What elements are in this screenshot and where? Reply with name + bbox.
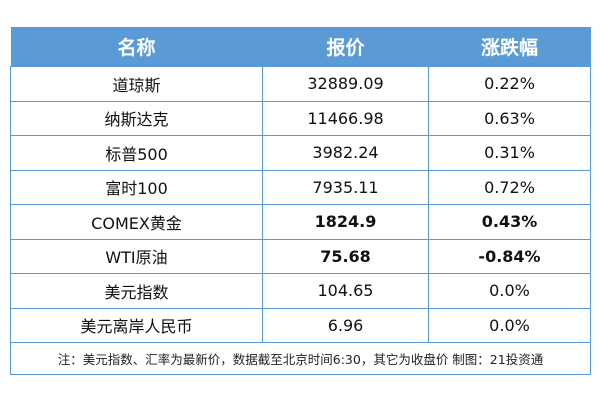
row-change: 0.22% <box>428 66 591 102</box>
row-change: 0.43% <box>428 204 591 240</box>
row-price: 32889.09 <box>262 66 429 102</box>
table-row: 美元指数 104.65 0.0% <box>10 273 591 309</box>
table-row: 道琼斯 32889.09 0.22% <box>10 66 591 102</box>
row-name: 标普500 <box>10 135 263 171</box>
table-row: 纳斯达克 11466.98 0.63% <box>10 100 591 136</box>
market-quotes-table: 名称 报价 涨跌幅 道琼斯 32889.09 0.22% 纳斯达克 11466.98 0… <box>10 27 591 375</box>
table-row: 富时100 7935.11 0.72% <box>10 169 591 205</box>
row-name: 美元离岸人民币 <box>10 307 263 343</box>
row-name: 纳斯达克 <box>10 100 263 136</box>
table-row: 美元离岸人民币 6.96 0.0% <box>10 307 591 343</box>
row-change: -0.84% <box>428 238 591 274</box>
row-change: 0.0% <box>428 273 591 309</box>
header-name: 名称 <box>10 27 263 67</box>
row-price: 75.68 <box>262 238 429 274</box>
row-name: WTI原油 <box>10 238 263 274</box>
table-row: 标普500 3982.24 0.31% <box>10 135 591 171</box>
row-price: 104.65 <box>262 273 429 309</box>
header-change: 涨跌幅 <box>428 27 591 67</box>
row-change: 0.31% <box>428 135 591 171</box>
note-row: 注：美元指数、汇率为最新价，数据截至北京时间6:30，其它为收盘价 制图：21投… <box>10 342 591 375</box>
row-price: 11466.98 <box>262 100 429 136</box>
row-name: COMEX黄金 <box>10 204 263 240</box>
table-row: COMEX黄金 1824.9 0.43% <box>10 204 591 240</box>
row-change: 0.0% <box>428 307 591 343</box>
row-name: 道琼斯 <box>10 66 263 102</box>
footnote: 注：美元指数、汇率为最新价，数据截至北京时间6:30，其它为收盘价 制图：21投… <box>10 342 591 375</box>
row-price: 3982.24 <box>262 135 429 171</box>
header-row: 名称 报价 涨跌幅 <box>10 27 591 67</box>
header-price: 报价 <box>262 27 429 67</box>
row-name: 美元指数 <box>10 273 263 309</box>
row-name: 富时100 <box>10 169 263 205</box>
row-change: 0.63% <box>428 100 591 136</box>
row-price: 6.96 <box>262 307 429 343</box>
row-price: 7935.11 <box>262 169 429 205</box>
row-price: 1824.9 <box>262 204 429 240</box>
table-row: WTI原油 75.68 -0.84% <box>10 238 591 274</box>
row-change: 0.72% <box>428 169 591 205</box>
